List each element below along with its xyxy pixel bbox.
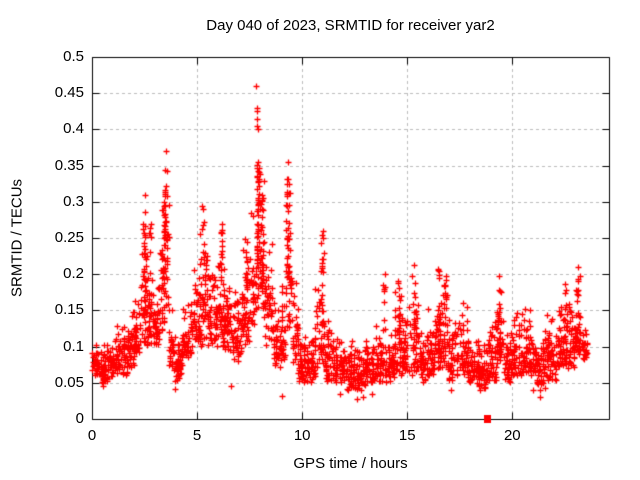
x-tick-label: 20	[503, 427, 521, 444]
x-tick-label: 0	[87, 427, 97, 444]
y-tick-label: 0	[75, 410, 84, 427]
y-tick-label: 0.4	[63, 120, 84, 138]
y-axis-label: SRMTID / TECUs	[8, 178, 26, 298]
x-axis-label: GPS time / hours	[293, 455, 408, 472]
y-tick-label: 0.25	[54, 229, 84, 246]
y-tick-label: 0.15	[54, 301, 84, 319]
y-tick-label: 0.35	[54, 156, 84, 174]
x-tick-label: 10	[293, 427, 311, 444]
x-tick-label: 15	[398, 427, 416, 444]
chart-title: Day 040 of 2023, SRMTID for receiver yar…	[206, 17, 495, 34]
y-tick-label: 0.5	[63, 48, 84, 65]
y-tick-label: 0.1	[63, 337, 84, 355]
y-tick-label: 0.05	[54, 373, 84, 391]
x-tick-label: 5	[192, 427, 202, 444]
y-tick-label: 0.45	[54, 84, 84, 102]
y-tick-label: 0.2	[63, 265, 84, 283]
y-tick-label: 0.3	[63, 192, 84, 210]
